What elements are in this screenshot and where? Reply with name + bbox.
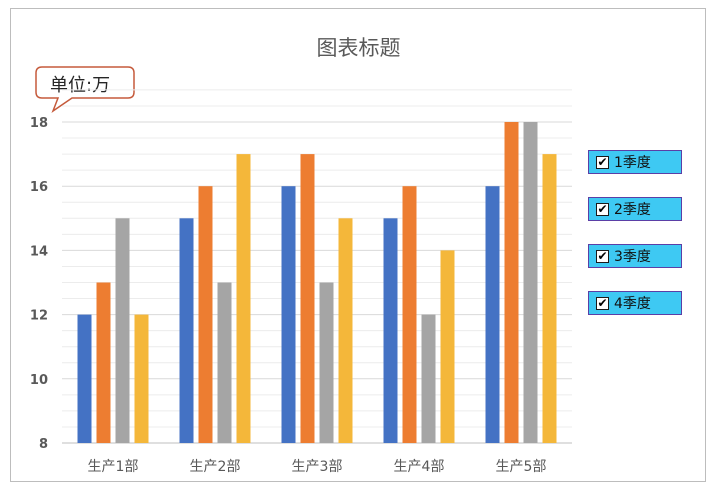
legend-label-q1: 1季度	[614, 155, 651, 171]
bar-3季度-生产3部	[319, 282, 334, 443]
legend-item-q2[interactable]: ✔ 2季度	[588, 197, 682, 221]
legend-item-q1[interactable]: ✔ 1季度	[588, 150, 682, 174]
bar-1季度-生产4部	[383, 218, 398, 443]
bar-3季度-生产5部	[523, 122, 538, 443]
bar-4季度-生产2部	[236, 154, 251, 443]
bar-1季度-生产3部	[281, 186, 296, 443]
x-tick-label: 生产3部	[292, 459, 343, 475]
bar-3季度-生产2部	[217, 282, 232, 443]
check-icon: ✔	[597, 296, 608, 310]
y-tick-label: 14	[30, 244, 48, 259]
bar-2季度-生产2部	[198, 186, 213, 443]
check-icon: ✔	[597, 202, 608, 216]
legend-item-q3[interactable]: ✔ 3季度	[588, 244, 682, 268]
bar-1季度-生产5部	[485, 186, 500, 443]
bar-4季度-生产3部	[338, 218, 353, 443]
check-icon: ✔	[597, 249, 608, 263]
bar-4季度-生产5部	[542, 154, 557, 443]
chart-title: 图表标题	[316, 36, 401, 60]
bar-2季度-生产3部	[300, 154, 315, 443]
bar-2季度-生产1部	[96, 282, 111, 443]
y-tick-label: 16	[30, 180, 48, 195]
bar-2季度-生产5部	[504, 122, 519, 443]
bar-2季度-生产4部	[402, 186, 417, 443]
legend-checkbox-q3[interactable]: ✔	[596, 249, 609, 263]
legend-label-q3: 3季度	[614, 249, 651, 265]
y-axis: 8 10 12 14 16 18	[30, 116, 48, 452]
bar-4季度-生产4部	[440, 250, 455, 443]
x-tick-label: 生产2部	[190, 459, 241, 475]
legend-label-q4: 4季度	[614, 296, 651, 312]
y-tick-label: 8	[39, 437, 48, 452]
bar-4季度-生产1部	[134, 314, 149, 443]
y-tick-label: 12	[30, 309, 48, 324]
legend-label-q2: 2季度	[614, 202, 651, 218]
bar-3季度-生产4部	[421, 314, 436, 443]
y-tick-label: 10	[30, 373, 48, 388]
unit-callout: 单位:万	[50, 75, 111, 96]
legend-item-q4[interactable]: ✔ 4季度	[588, 291, 682, 315]
legend-checkbox-q2[interactable]: ✔	[596, 202, 609, 216]
y-tick-label: 18	[30, 116, 48, 131]
x-tick-label: 生产5部	[496, 459, 547, 475]
bar-series	[77, 122, 557, 443]
legend-checkbox-q1[interactable]: ✔	[596, 155, 609, 169]
x-tick-label: 生产1部	[88, 459, 139, 475]
bar-1季度-生产2部	[179, 218, 194, 443]
check-icon: ✔	[597, 155, 608, 169]
x-axis: 生产1部 生产2部 生产3部 生产4部 生产5部	[88, 459, 547, 475]
bar-1季度-生产1部	[77, 314, 92, 443]
legend-checkbox-q4[interactable]: ✔	[596, 296, 609, 310]
x-tick-label: 生产4部	[394, 459, 445, 475]
bar-3季度-生产1部	[115, 218, 130, 443]
